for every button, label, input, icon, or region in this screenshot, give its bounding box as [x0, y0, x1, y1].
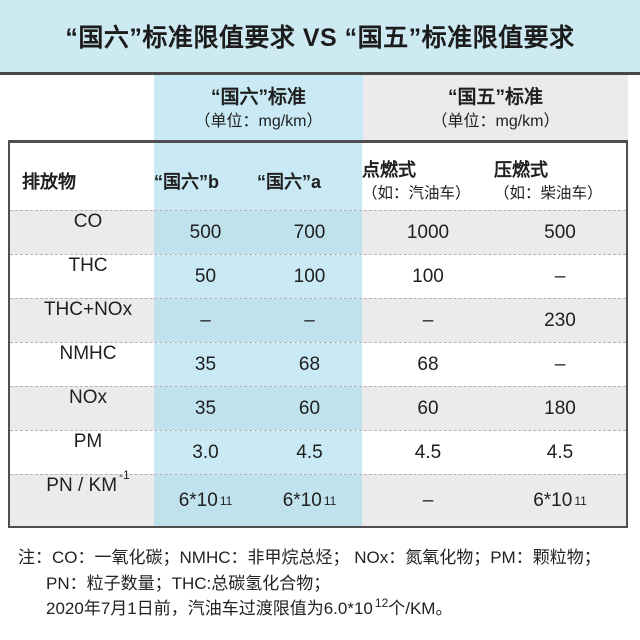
value-cell: 180: [544, 397, 576, 419]
table-row: THC+NOx – – –230: [10, 298, 626, 342]
value-cell: 68: [417, 353, 439, 375]
header-guo6-a: “国六”a: [257, 143, 362, 210]
row-label: PM: [73, 431, 103, 452]
value-cell: –: [422, 489, 434, 511]
header-spark-ignition: 点燃式 （如：汽油车）: [362, 160, 471, 202]
value-cell: 100: [412, 265, 444, 287]
row-label: CO: [73, 211, 103, 232]
value-cell: 500: [154, 211, 257, 254]
guo5-group-title: “国五”标准: [447, 86, 543, 108]
footnote-line: 2020年7月1日前，汽油车过渡限值为6.0*10 12个/KM。: [46, 596, 453, 618]
footnotes: 注：CO：一氧化碳；NMHC：非甲烷总烃； NOx：氮氧化物；PM：颗粒物； PN…: [8, 545, 628, 622]
value-cell: –: [554, 353, 566, 375]
guo6-group-unit: （单位：mg/km）: [194, 112, 323, 130]
header-pollutant: 排放物: [22, 172, 76, 192]
table-row: CO 500 700 1000 500: [10, 210, 626, 254]
footnote-line: 注：CO：一氧化碳；NMHC：非甲烷总烃； NOx：氮氧化物；PM：颗粒物；: [18, 548, 601, 567]
footnote-line: PN：粒子数量；THC:总碳氢化合物；: [46, 573, 331, 593]
value-cell: 6*10 11: [533, 489, 587, 511]
table-row: NOx 35 60 60 180: [10, 386, 626, 430]
value-cell: 50: [154, 255, 257, 298]
value-cell: –: [422, 309, 434, 331]
title-banner: “国六”标准限值要求 VS “国五”标准限值要求: [0, 0, 640, 72]
table-header-row: 排放物 “国六”b “国六”a 点燃式 （如：汽油车） 压燃式 （如：柴油车）: [10, 143, 626, 210]
comparison-table-area: “国六”标准 （单位：mg/km） “国五”标准 （单位：mg/km） 排放物 …: [8, 75, 628, 622]
row-label: THC+NOx: [43, 299, 133, 320]
row-label: NMHC: [59, 343, 117, 364]
value-cell: 60: [257, 387, 362, 430]
row-label: PN / KM -1: [46, 468, 130, 496]
page-title: “国六”标准限值要求 VS “国五”标准限值要求: [65, 24, 575, 52]
value-cell: 4.5: [546, 441, 574, 463]
group-header-guo5: “国五”标准 （单位：mg/km）: [363, 75, 628, 140]
value-cell: 60: [417, 397, 439, 419]
emissions-limit-table: 排放物 “国六”b “国六”a 点燃式 （如：汽油车） 压燃式 （如：柴油车） …: [8, 140, 628, 528]
table-row: NMHC 35 68 68–: [10, 342, 626, 386]
guo6-group-title: “国六”标准: [210, 86, 306, 108]
table-row: PM 3.0 4.5 4.5 4.5: [10, 430, 626, 474]
value-cell: –: [554, 265, 566, 287]
value-cell: 1000: [406, 221, 450, 243]
value-cell: –: [257, 299, 362, 342]
row-label: NOx: [69, 387, 107, 408]
value-cell: 4.5: [257, 431, 362, 474]
value-cell: 500: [544, 221, 576, 243]
value-cell: 100: [257, 255, 362, 298]
value-cell: 68: [257, 343, 362, 386]
value-cell: 700: [257, 211, 362, 254]
table-row: PN / KM -1 6*10 11 6*10 11–6*10 11: [10, 468, 626, 526]
guo5-group-unit: （单位：mg/km）: [431, 112, 560, 130]
value-cell: 6*10 11: [257, 475, 362, 526]
header-compression-ignition: 压燃式 （如：柴油车）: [494, 160, 603, 202]
value-cell: 4.5: [414, 441, 442, 463]
value-cell: 3.0: [154, 431, 257, 474]
table-row: THC 50 100 100–: [10, 254, 626, 298]
value-cell: 230: [544, 309, 576, 331]
value-cell: 35: [154, 343, 257, 386]
row-label: THC: [68, 255, 108, 276]
header-guo6-b: “国六”b: [154, 143, 257, 210]
group-header-spacer: [8, 75, 154, 140]
group-header-guo6: “国六”标准 （单位：mg/km）: [154, 75, 363, 140]
table-group-header: “国六”标准 （单位：mg/km） “国五”标准 （单位：mg/km）: [8, 75, 628, 140]
value-cell: 6*10 11: [154, 475, 257, 526]
table-body: CO 500 700 1000 500 THC 50 100 100– THC+NOx – – –230…: [10, 210, 626, 526]
value-cell: 35: [154, 387, 257, 430]
value-cell: –: [154, 299, 257, 342]
title-underline: [0, 72, 640, 75]
